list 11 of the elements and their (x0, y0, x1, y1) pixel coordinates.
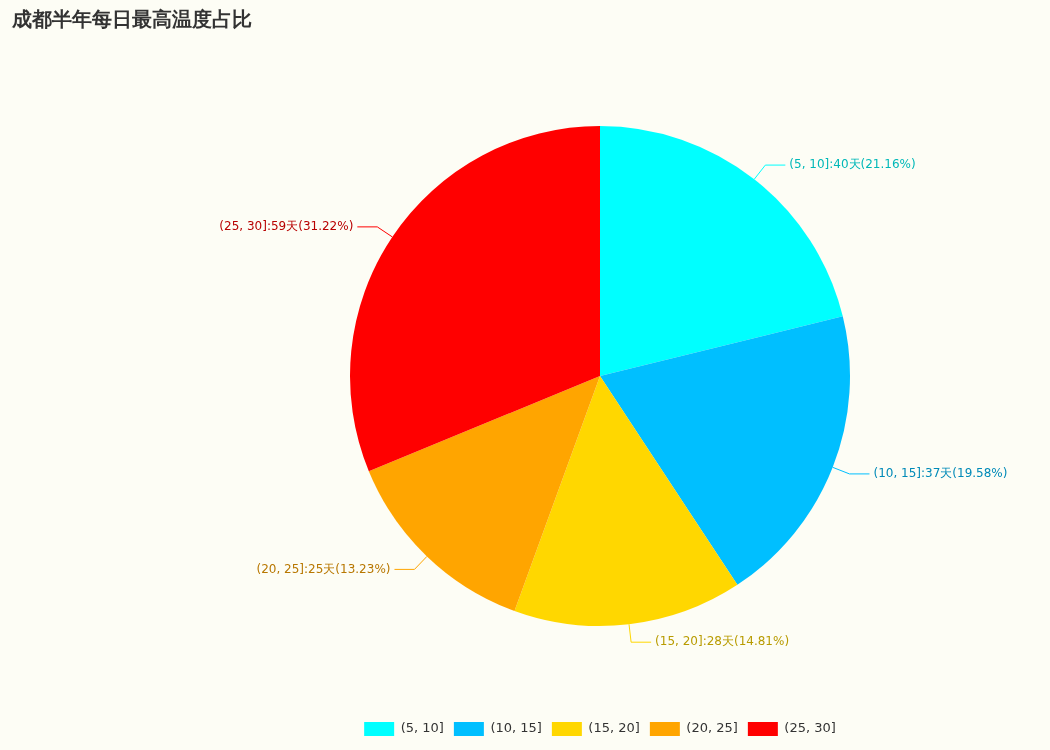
data-label: (25, 30]:59天(31.22%) (219, 219, 354, 233)
data-label: (15, 20]:28天(14.81%) (655, 634, 790, 649)
legend-label: (20, 25] (686, 720, 738, 736)
data-label: (20, 25]:25天(13.23%) (256, 561, 391, 576)
legend-label: (25, 30] (784, 720, 836, 736)
legend-label: (10, 15] (490, 720, 542, 736)
chart-title: 成都半年每日最高温度占比 (12, 6, 252, 33)
data-label: (10, 15]:37天(19.58%) (873, 466, 1008, 481)
legend-label: (15, 20] (588, 720, 640, 736)
legend-label: (5, 10] (400, 720, 444, 736)
data-label: (5, 10]:40天(21.16%) (789, 157, 916, 172)
